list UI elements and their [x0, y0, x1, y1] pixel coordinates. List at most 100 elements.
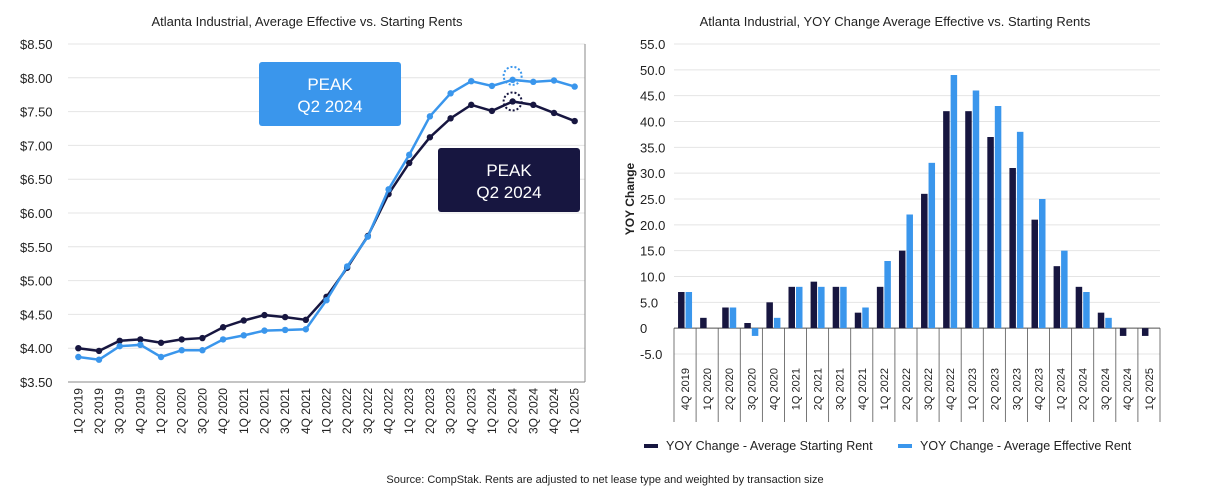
data-point-effective [426, 113, 434, 120]
bar-effective [950, 75, 958, 329]
bar-starting [1075, 286, 1083, 329]
series-line-starting [78, 100, 576, 353]
bar-starting [943, 111, 950, 329]
peak-annotation-box [438, 148, 580, 212]
x-tick-label: 3Q 2022 [361, 388, 375, 434]
x-tick-label: 2Q 2020 [175, 388, 189, 434]
y-tick-label: 20.0 [640, 218, 665, 233]
data-point-effective [364, 233, 372, 240]
y-tick-label: $7.00 [20, 138, 53, 153]
x-tick-label: 4Q 2022 [945, 368, 957, 410]
x-tick-label: 1Q 2022 [879, 368, 891, 410]
x-tick-label: 1Q 2020 [702, 368, 714, 410]
data-point-starting [488, 107, 496, 115]
x-tick-label: 1Q 2024 [1056, 368, 1068, 410]
data-point-effective [406, 151, 413, 159]
bar-starting [744, 323, 751, 329]
x-tick-label: 2Q 2023 [423, 388, 437, 434]
x-tick-label: 1Q 2024 [485, 388, 499, 434]
x-tick-label: 4Q 2021 [857, 368, 869, 410]
bar-effective [862, 307, 869, 329]
data-point-starting [95, 347, 103, 355]
data-point-starting [75, 345, 82, 352]
data-point-starting [261, 311, 268, 319]
bar-starting [1097, 312, 1105, 329]
bar-starting [987, 137, 994, 329]
bar-starting [810, 281, 818, 329]
y-tick-label: 5.0 [640, 295, 658, 310]
line-chart: Atlanta Industrial, Average Effective vs… [20, 14, 586, 434]
bar-starting [700, 317, 707, 329]
x-tick-label: 1Q 2025 [568, 388, 582, 434]
x-tick-label: 1Q 2022 [320, 388, 334, 434]
y-tick-label: -5.0 [640, 347, 662, 362]
data-point-starting [178, 336, 185, 343]
x-tick-label: 4Q 2022 [382, 388, 396, 434]
y-tick-label: $7.50 [20, 105, 53, 120]
peak-marker-starting [502, 91, 523, 112]
data-point-starting [550, 109, 558, 117]
data-point-starting [281, 313, 289, 321]
x-tick-label: 2Q 2020 [724, 368, 736, 410]
bar-effective [729, 307, 737, 329]
y-tick-label: $5.00 [20, 274, 53, 289]
x-tick-label: 1Q 2023 [967, 368, 979, 410]
peak-marker-effective [502, 65, 523, 86]
bar-effective [818, 286, 825, 329]
x-tick-label: 2Q 2022 [340, 388, 354, 434]
x-tick-label: 2Q 2024 [506, 388, 520, 434]
bar-chart: Atlanta Industrial, YOY Change Average E… [623, 14, 1161, 453]
data-point-effective [281, 326, 289, 334]
data-point-effective [116, 342, 123, 350]
x-tick-label: 4Q 2024 [547, 388, 561, 434]
bar-effective [1105, 317, 1112, 329]
data-point-starting [571, 117, 578, 125]
peak-annotation-text: PEAK [486, 161, 532, 180]
x-tick-label: 4Q 2023 [464, 388, 478, 434]
y-tick-label: $6.00 [20, 206, 53, 221]
x-tick-label: 4Q 2019 [680, 368, 692, 410]
y-tick-label: $4.50 [20, 307, 53, 322]
bar-starting [898, 250, 906, 329]
bar-effective [840, 286, 847, 329]
bar-effective [928, 162, 936, 329]
y-axis-title: YOY Change [623, 162, 637, 235]
bar-starting [766, 302, 773, 329]
peak-annotation-text: PEAK [307, 75, 353, 94]
data-point-effective [240, 332, 247, 339]
bar-effective [1016, 131, 1024, 329]
bar-starting [788, 286, 795, 329]
x-tick-label: 1Q 2023 [402, 388, 416, 434]
x-tick-label: 2Q 2019 [92, 388, 106, 434]
peak-annotation-text: Q2 2024 [297, 97, 362, 116]
data-point-starting [447, 115, 454, 122]
y-tick-label: 45.0 [640, 89, 665, 104]
peak-annotation-text: Q2 2024 [476, 183, 541, 202]
y-tick-label: 40.0 [640, 115, 665, 130]
data-point-starting [509, 98, 516, 105]
chart-title: Atlanta Industrial, YOY Change Average E… [700, 14, 1091, 29]
data-point-effective [199, 347, 206, 354]
x-tick-label: 4Q 2021 [299, 388, 313, 434]
data-point-starting [116, 337, 123, 344]
bar-starting [876, 286, 884, 329]
bar-starting [965, 111, 972, 329]
x-tick-label: 2Q 2024 [1078, 368, 1090, 410]
data-point-starting [406, 159, 413, 167]
y-tick-label: $3.50 [20, 375, 53, 390]
data-point-effective [137, 341, 144, 349]
x-tick-label: 3Q 2021 [835, 368, 847, 410]
y-tick-label: 55.0 [640, 37, 665, 52]
data-point-effective [530, 78, 537, 86]
data-point-starting [157, 339, 165, 346]
bar-starting [1031, 219, 1038, 329]
legend-label: YOY Change - Average Effective Rent [920, 439, 1132, 453]
bar-starting [832, 286, 840, 329]
y-tick-label: 30.0 [640, 166, 665, 181]
y-tick-label: 0 [640, 321, 647, 336]
y-tick-label: $6.50 [20, 172, 53, 187]
bar-effective [751, 328, 759, 336]
x-tick-label: 4Q 2024 [1122, 368, 1134, 410]
y-tick-label: $8.00 [20, 71, 53, 86]
y-tick-label: 25.0 [640, 192, 665, 207]
